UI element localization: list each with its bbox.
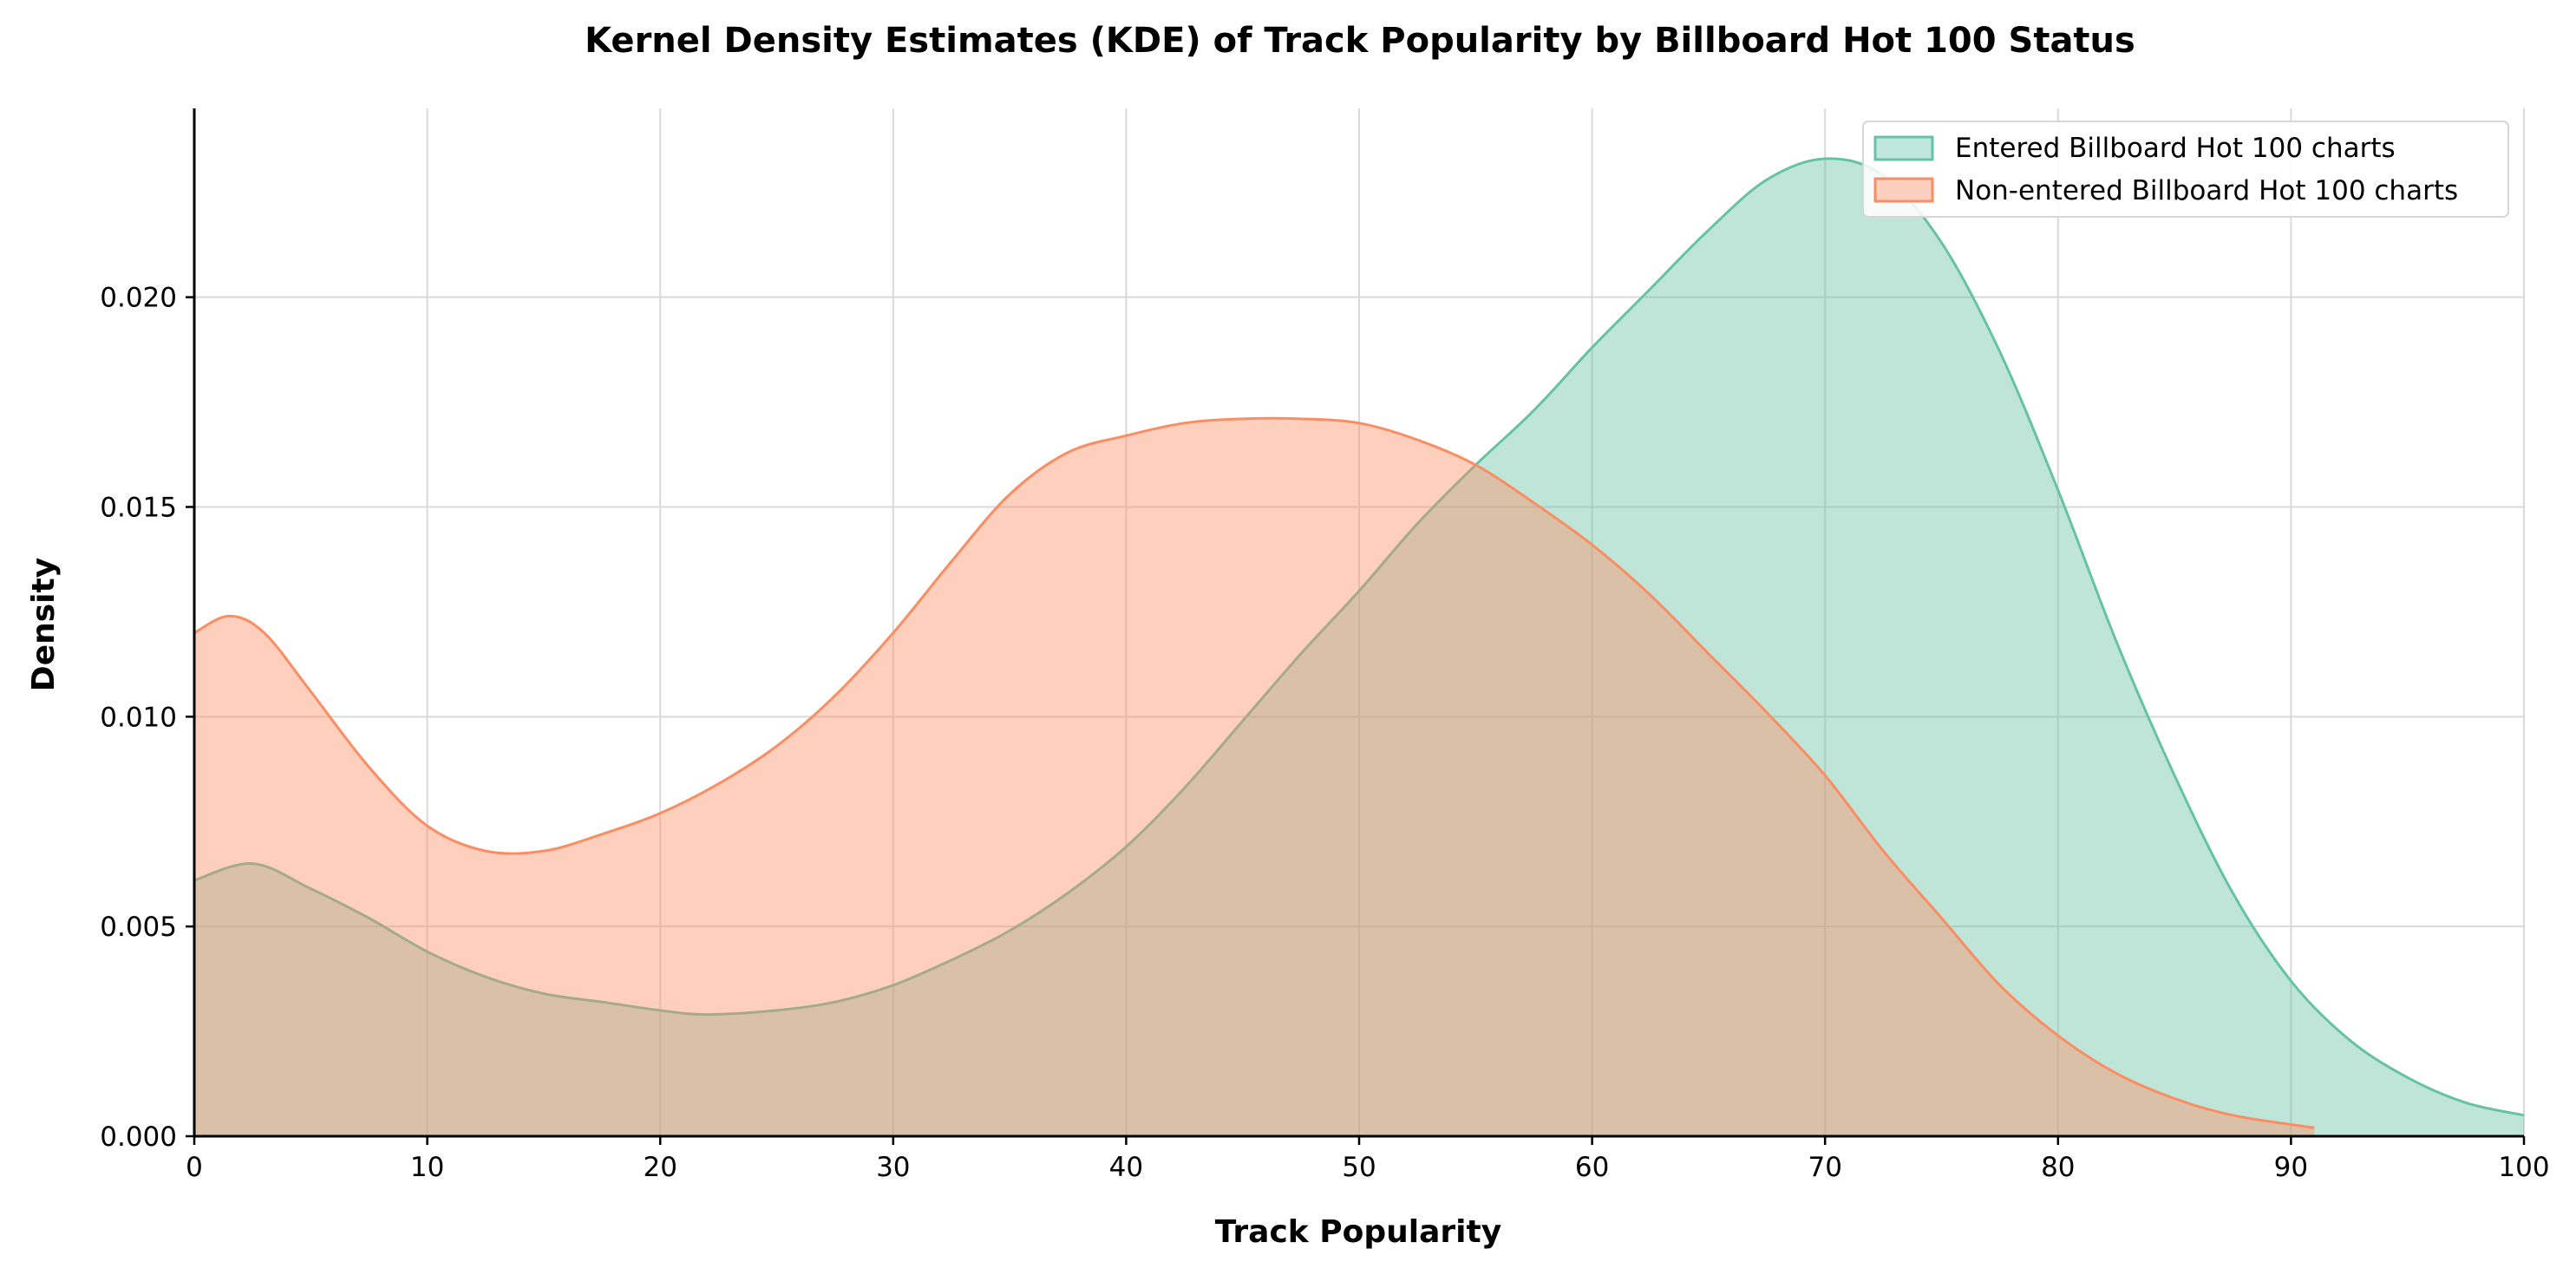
x-tick-label: 0 bbox=[186, 1152, 203, 1183]
grid bbox=[193, 108, 2525, 1136]
y-tick-label: 0.005 bbox=[100, 912, 177, 943]
density-area-entered bbox=[194, 158, 2524, 1136]
x-tick-label: 40 bbox=[1109, 1152, 1143, 1183]
x-tick-label: 10 bbox=[410, 1152, 444, 1183]
density-area-non-entered bbox=[194, 418, 2315, 1136]
density-line-entered bbox=[193, 157, 2525, 1117]
x-tick-label: 50 bbox=[1342, 1152, 1376, 1183]
legend-swatch-entered bbox=[1873, 135, 1934, 161]
y-ticks: 0.000 0.005 0.010 0.015 0.020 bbox=[100, 283, 194, 1153]
legend-swatch-non-entered bbox=[1873, 177, 1934, 203]
y-tick-label: 0.015 bbox=[100, 492, 177, 523]
y-tick-label: 0.020 bbox=[100, 283, 177, 314]
x-tick-label: 70 bbox=[1808, 1152, 1841, 1183]
x-axis-label: Track Popularity bbox=[1215, 1214, 1501, 1250]
x-ticks: 0 10 20 30 40 50 60 70 80 90 100 bbox=[186, 1136, 2550, 1183]
y-tick-label: 0.010 bbox=[100, 702, 177, 733]
x-tick-label: 80 bbox=[2041, 1152, 2075, 1183]
legend-label-entered: Entered Billboard Hot 100 charts bbox=[1955, 133, 2396, 164]
chart-title: Kernel Density Estimates (KDE) of Track … bbox=[585, 21, 2135, 61]
legend: Entered Billboard Hot 100 charts Non-ent… bbox=[1862, 121, 2509, 218]
x-tick-label: 100 bbox=[2498, 1152, 2549, 1183]
legend-box bbox=[1862, 121, 2509, 218]
x-tick-label: 90 bbox=[2274, 1152, 2308, 1183]
x-tick-label: 30 bbox=[876, 1152, 910, 1183]
x-tick-label: 20 bbox=[643, 1152, 677, 1183]
legend-label-non-entered: Non-entered Billboard Hot 100 charts bbox=[1955, 175, 2458, 206]
y-axis-label: Density bbox=[26, 558, 62, 691]
density-areas bbox=[193, 157, 2525, 1136]
y-tick-label: 0.000 bbox=[100, 1121, 177, 1153]
density-line-non-entered bbox=[193, 416, 2315, 1129]
x-tick-label: 60 bbox=[1575, 1152, 1609, 1183]
